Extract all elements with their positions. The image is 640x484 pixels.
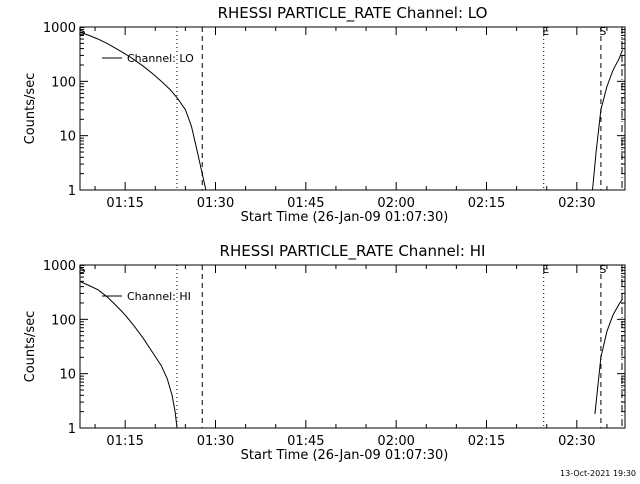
- plot-frame: [79, 264, 626, 429]
- event-marker-label: S: [599, 263, 606, 276]
- x-axis-label: Start Time (26-Jan-09 01:07:30): [241, 210, 449, 225]
- plot-frame: [79, 26, 626, 191]
- x-tick-label: 01:45: [287, 196, 324, 211]
- y-axis-label: Counts/sec: [23, 311, 38, 383]
- x-tick-label: 01:30: [197, 196, 234, 211]
- y-tick-label: 10: [59, 368, 76, 383]
- y-tick-label: 100: [51, 75, 76, 90]
- event-marker-label: S: [79, 25, 86, 38]
- chart-panel-1: RHESSI PARTICLE_RATE Channel: LO 01:15 01:…: [23, 4, 626, 225]
- legend-label: Channel: LO: [127, 52, 194, 65]
- x-tick-label: 02:00: [377, 434, 414, 449]
- y-tick-label: 1: [68, 422, 76, 437]
- event-marker-label: E: [542, 263, 549, 276]
- chart-title: RHESSI PARTICLE_RATE Channel: HI: [220, 242, 486, 261]
- x-tick-label: 01:45: [287, 434, 324, 449]
- series-line: [79, 280, 178, 429]
- series-line: [79, 31, 207, 191]
- chart-title: RHESSI PARTICLE_RATE Channel: LO: [218, 4, 488, 23]
- series-line: [594, 298, 624, 415]
- chart-panel-2: RHESSI PARTICLE_RATE Channel: HI 01:15 01:…: [23, 242, 626, 463]
- series-line: [592, 49, 624, 191]
- x-tick-label: 02:15: [468, 196, 505, 211]
- x-tick-label: 01:15: [106, 434, 143, 449]
- x-tick-label: 02:00: [377, 196, 414, 211]
- y-tick-label: 1: [68, 184, 76, 199]
- x-tick-label: 02:30: [558, 196, 595, 211]
- y-axis-label: Counts/sec: [23, 73, 38, 145]
- y-tick-label: 1000: [43, 21, 76, 36]
- x-tick-label: 02:30: [558, 434, 595, 449]
- x-tick-label: 01:30: [197, 434, 234, 449]
- y-tick-label: 100: [51, 313, 76, 328]
- footer-timestamp: 13-Oct-2021 19:30: [560, 469, 636, 478]
- x-tick-label: 01:15: [106, 196, 143, 211]
- y-tick-label: 10: [59, 130, 76, 145]
- x-axis-label: Start Time (26-Jan-09 01:07:30): [241, 448, 449, 463]
- x-tick-label: 02:15: [468, 434, 505, 449]
- y-tick-label: 1000: [43, 259, 76, 274]
- event-marker-label: S: [599, 25, 606, 38]
- event-marker-label: E: [542, 25, 549, 38]
- legend-label: Channel: HI: [127, 290, 191, 303]
- event-marker-label: S: [79, 263, 86, 276]
